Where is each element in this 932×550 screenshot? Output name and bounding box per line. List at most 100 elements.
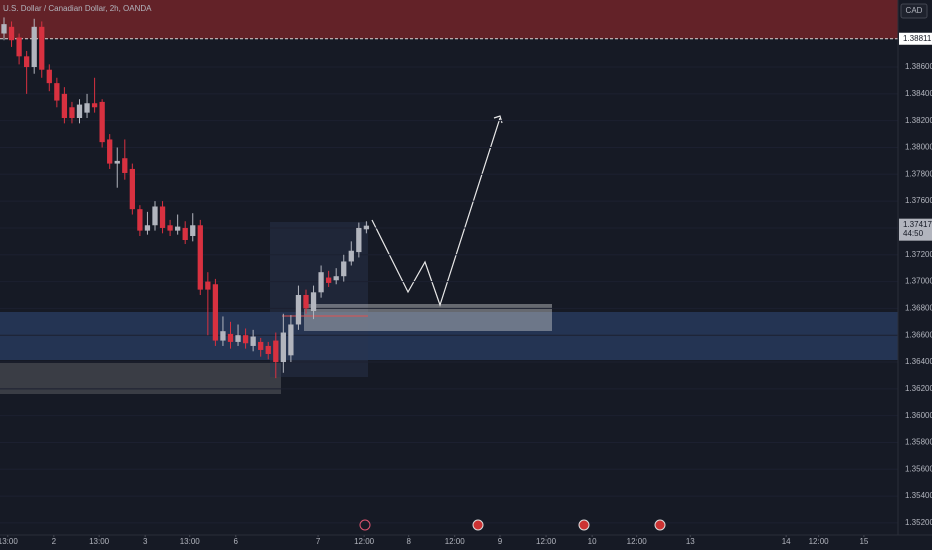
plot (0, 0, 900, 524)
candle-body (333, 276, 339, 281)
candle-body (24, 56, 30, 68)
candle-body (1, 24, 7, 34)
candle-body (242, 335, 249, 344)
y-tick-label: 1.37000 (905, 277, 932, 286)
alert-price-box (899, 32, 932, 45)
candle-body (61, 93, 68, 118)
candle-body (137, 209, 143, 231)
x-tick-label: 15 (859, 537, 868, 546)
x-tick-label: 12:00 (627, 537, 648, 546)
x-tick-label: 13 (686, 537, 695, 546)
y-tick-label: 1.35200 (905, 518, 932, 527)
candle-body (107, 139, 113, 164)
x-tick-label: 13:00 (180, 537, 201, 546)
y-tick-label: 1.36000 (905, 411, 932, 420)
y-tick-label: 1.38000 (905, 143, 932, 152)
candle-body (69, 107, 75, 118)
candle-body (303, 294, 309, 309)
candle-body (8, 26, 15, 41)
candle-body (175, 226, 181, 231)
event-icon[interactable] (578, 519, 590, 531)
candle-body (16, 37, 22, 57)
x-tick-label: 10 (588, 537, 597, 546)
candle-body (273, 340, 279, 363)
event-icon[interactable] (472, 519, 484, 531)
candle-body (235, 335, 241, 342)
candle-body (288, 324, 294, 356)
candle-body (91, 103, 98, 108)
last-price-box (899, 218, 932, 241)
time-axis (0, 535, 932, 550)
candle-body (46, 69, 52, 84)
currency-badge[interactable] (900, 3, 928, 19)
x-tick-label: 9 (498, 537, 503, 546)
candle-body (159, 206, 166, 228)
candle-body (258, 341, 264, 350)
y-tick-label: 1.36200 (905, 384, 932, 393)
y-tick-label: 1.35800 (905, 438, 932, 447)
candle-body (250, 336, 256, 346)
candle-body (99, 101, 105, 143)
price-axis (898, 0, 932, 550)
candle-body (363, 225, 370, 230)
y-tick-label: 1.37600 (905, 196, 932, 205)
x-tick-label: 8 (406, 537, 411, 546)
supply-zone (0, 0, 900, 39)
candle-body (31, 26, 37, 68)
gray-zone (0, 363, 281, 394)
candle-body (190, 225, 196, 236)
candle-body (310, 292, 317, 312)
candle-body (84, 103, 90, 113)
x-tick-label: 12:00 (809, 537, 830, 546)
candle-body (318, 272, 324, 293)
y-tick-label: 1.36800 (905, 304, 932, 313)
candle-body (220, 331, 226, 341)
y-tick-label: 1.36600 (905, 330, 932, 339)
x-tick-label: 6 (234, 537, 239, 546)
y-tick-label: 1.36400 (905, 357, 932, 366)
y-tick-label: 1.38200 (905, 116, 932, 125)
candle-body (325, 277, 332, 283)
event-icon[interactable] (359, 519, 371, 531)
projection-arrow (371, 117, 501, 307)
candle-body (227, 333, 234, 342)
y-tick-label: 1.35400 (905, 491, 932, 500)
candle-body (341, 261, 347, 277)
candle-body (167, 225, 173, 231)
x-tick-label: 2 (52, 537, 57, 546)
y-tick-label: 1.37800 (905, 169, 932, 178)
candle-body (182, 227, 188, 241)
candle-body (295, 294, 302, 325)
x-tick-label: 14 (782, 537, 791, 546)
y-tick-label: 1.38600 (905, 62, 932, 71)
countdown-label: 44:50 (903, 229, 924, 238)
candle-body (39, 26, 45, 70)
candle-body (348, 250, 354, 262)
x-tick-label: 13:00 (89, 537, 110, 546)
demand-zone (0, 312, 900, 360)
candle-body (265, 345, 271, 354)
candle-body (144, 225, 151, 231)
candle-body (280, 332, 286, 363)
candle-body (122, 158, 128, 173)
x-tick-label: 12:00 (354, 537, 375, 546)
alert-price-label: 1.38811 (903, 34, 932, 43)
y-tick-label: 1.38400 (905, 89, 932, 98)
y-tick-label: 1.37200 (905, 250, 932, 259)
event-icon[interactable] (654, 519, 666, 531)
x-tick-label: 12:00 (536, 537, 557, 546)
x-tick-label: 7 (316, 537, 321, 546)
symbol-title: U.S. Dollar / Canadian Dollar, 2h, OANDA (3, 4, 152, 13)
candle-body (76, 104, 83, 118)
x-tick-label: 12:00 (445, 537, 466, 546)
candle-body (114, 160, 120, 164)
currency[interactable]: CAD (906, 6, 923, 15)
last-price-label: 1.37417 (903, 220, 932, 229)
candle-body (129, 168, 135, 210)
y-tick-label: 1.35600 (905, 464, 932, 473)
candle-body (54, 83, 60, 101)
candle-body (205, 281, 211, 290)
